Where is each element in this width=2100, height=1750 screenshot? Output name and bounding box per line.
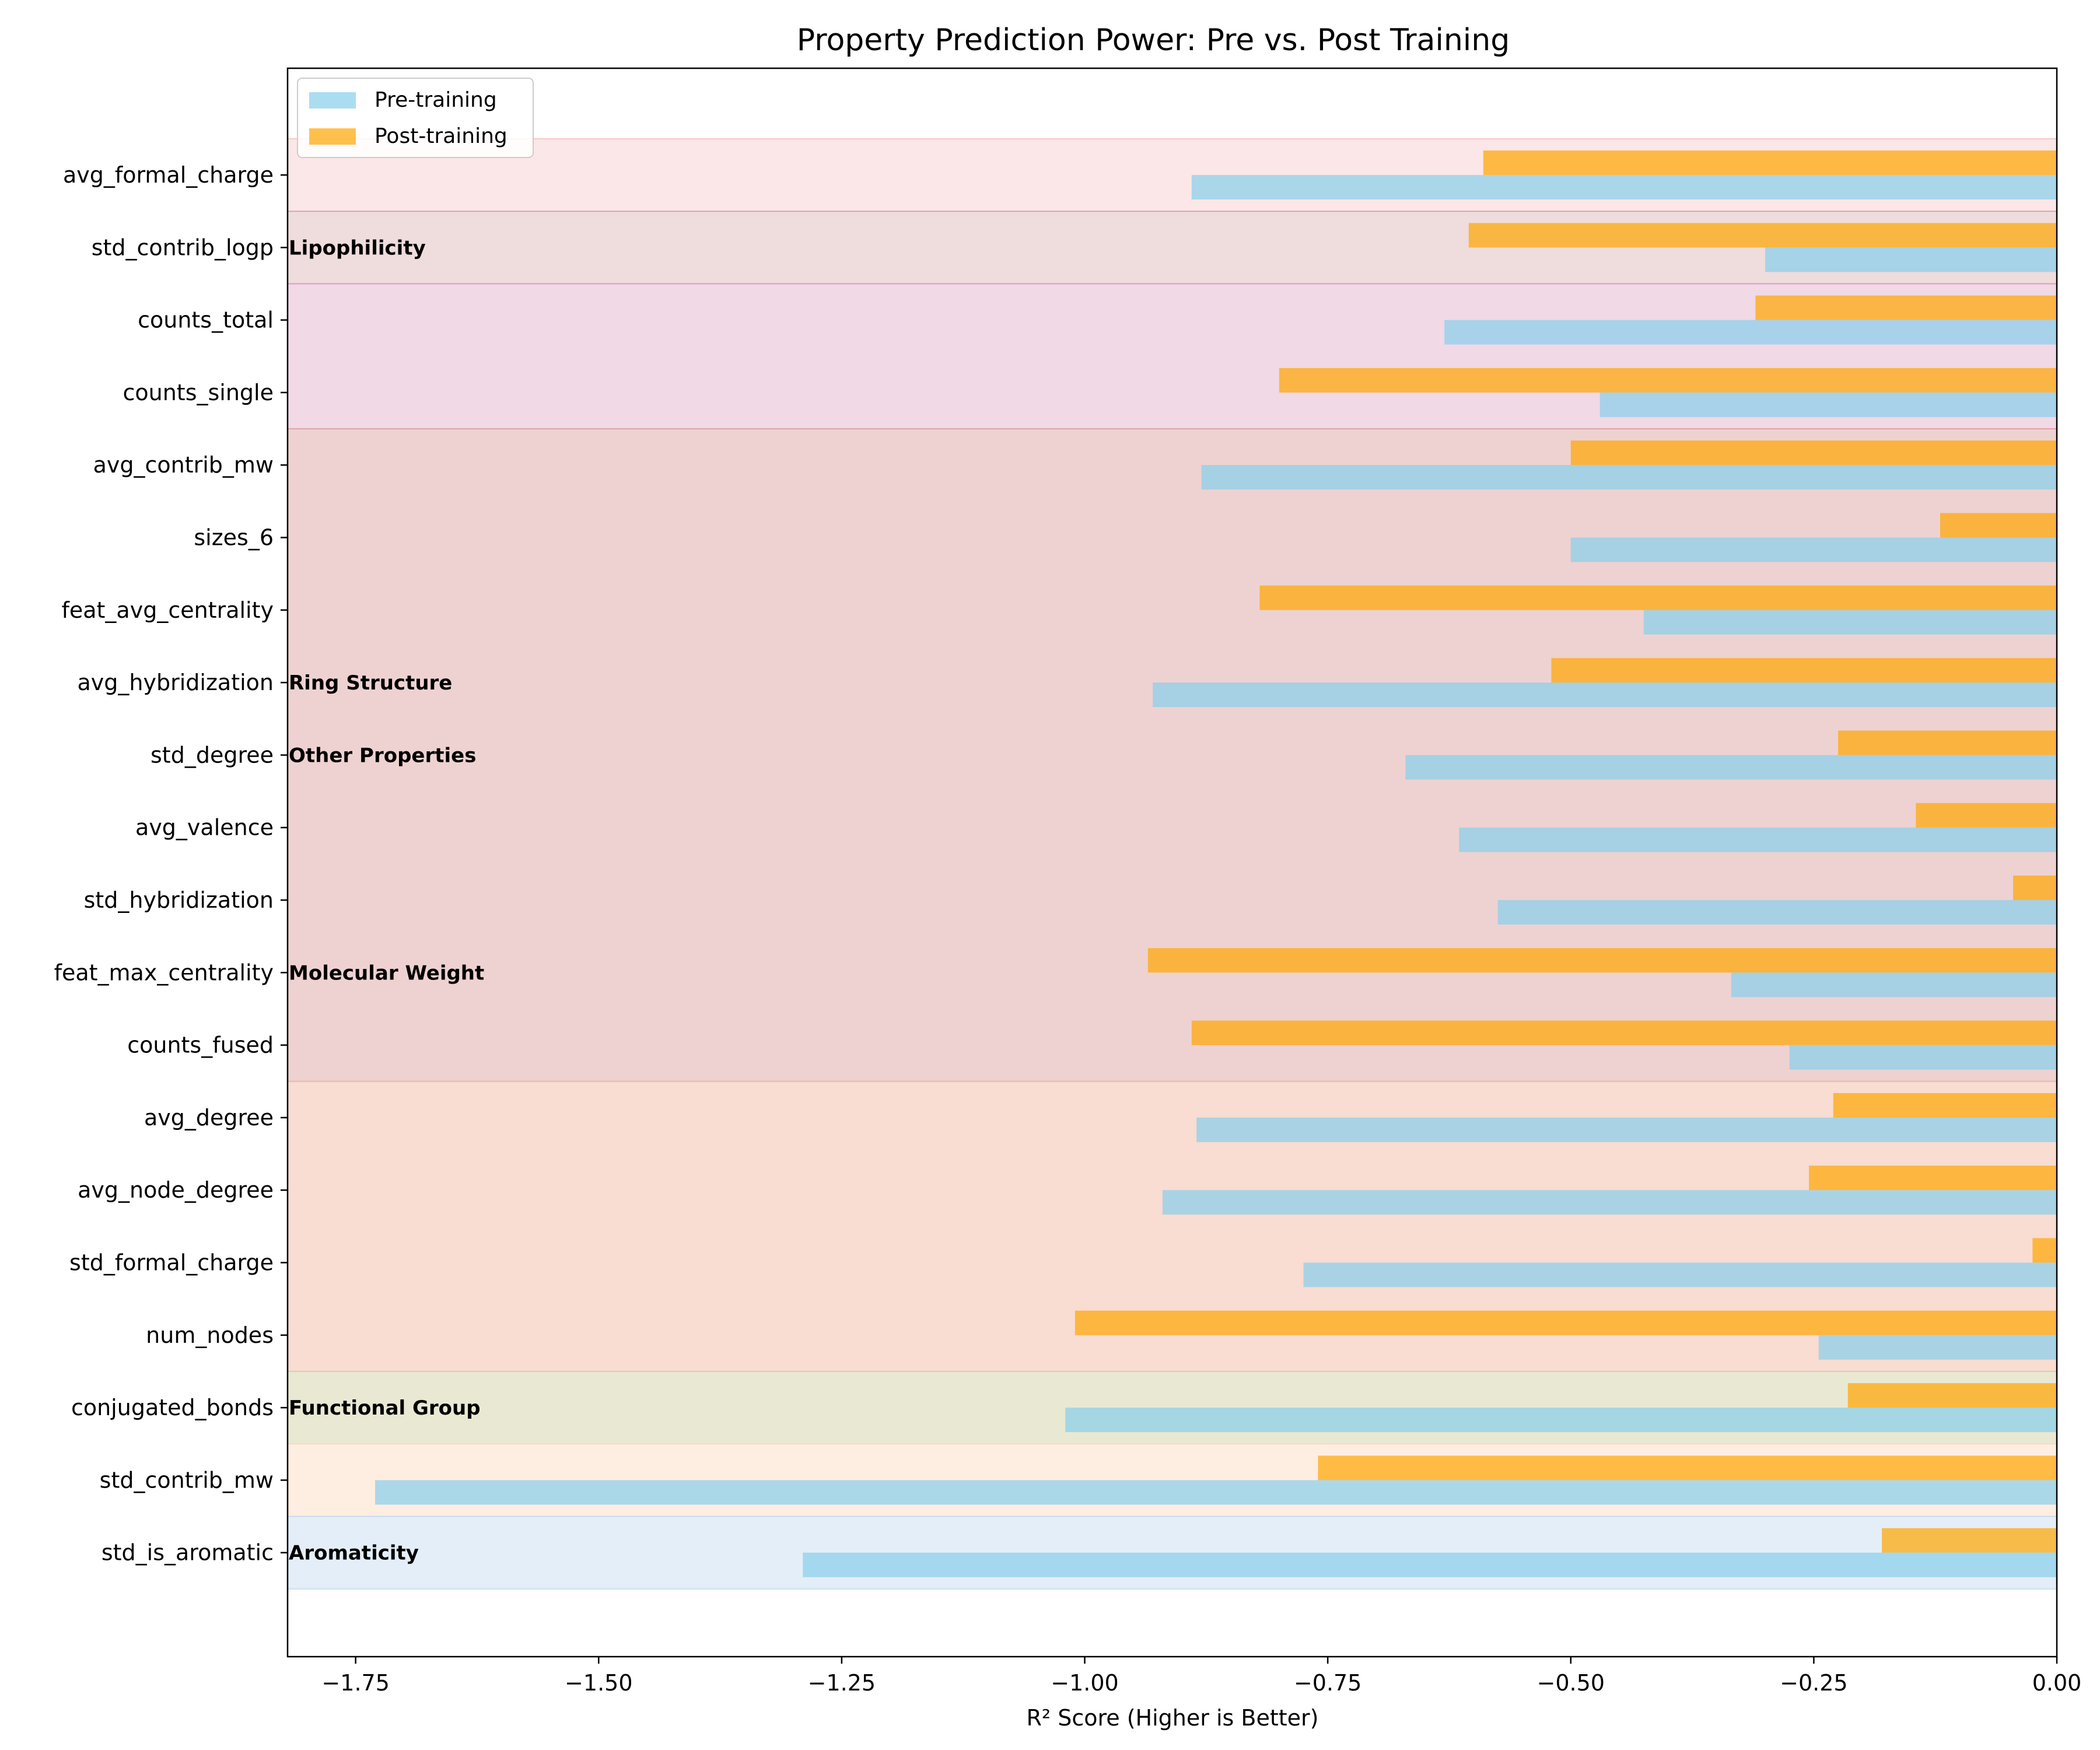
- x-tick-label-7: 0.00: [2032, 1670, 2082, 1696]
- bar-pre-std_contrib_logp: [1765, 247, 2057, 272]
- bar-pre-std_degree: [1405, 755, 2057, 780]
- x-axis-label: R² Score (Higher is Better): [1027, 1705, 1319, 1731]
- group-label-3: Molecular Weight: [289, 961, 484, 985]
- y-tick-label-std_formal_charge: std_formal_charge: [69, 1250, 274, 1276]
- y-tick-label-feat_avg_centrality: feat_avg_centrality: [61, 597, 274, 623]
- legend-swatch-0: [309, 92, 356, 108]
- plot-frame: [286, 67, 2058, 1658]
- bar-post-avg_formal_charge: [1483, 150, 2057, 175]
- bar-post-num_nodes: [1074, 1310, 2057, 1335]
- chart-title: Property Prediction Power: Pre vs. Post …: [797, 23, 1510, 58]
- group-annotations: Lipophilicity Ring Structure Other Propert…: [289, 236, 484, 1564]
- y-tick-label-conjugated_bonds: conjugated_bonds: [71, 1395, 274, 1420]
- legend-swatch-1: [309, 128, 356, 145]
- x-axis: −1.75 −1.50 −1.25 −1.00 −0.75 −0.50 −0.25 0.00: [321, 1657, 2081, 1696]
- legend: Pre-training Post-training: [297, 78, 534, 158]
- bar-post-avg_degree: [1833, 1093, 2057, 1118]
- y-tick-label-std_contrib_logp: std_contrib_logp: [92, 235, 274, 260]
- bar-post-conjugated_bonds: [1847, 1383, 2057, 1408]
- y-tick-label-counts_total: counts_total: [138, 307, 274, 333]
- group-label-1: Ring Structure: [289, 671, 452, 695]
- group-label-4: Functional Group: [289, 1396, 481, 1420]
- bar-pre-avg_degree: [1196, 1117, 2057, 1142]
- y-tick-label-avg_degree: avg_degree: [144, 1105, 274, 1130]
- y-tick-label-avg_valence: avg_valence: [135, 815, 274, 841]
- y-tick-label-num_nodes: num_nodes: [146, 1322, 274, 1348]
- bar-post-sizes_6: [1940, 513, 2057, 538]
- y-tick-label-avg_contrib_mw: avg_contrib_mw: [93, 452, 274, 478]
- bar-post-feat_max_centrality: [1147, 948, 2057, 973]
- x-tick-label-3: −1.00: [1051, 1670, 1118, 1696]
- bar-post-std_contrib_mw: [1318, 1455, 2057, 1480]
- bar-pre-avg_contrib_mw: [1201, 465, 2057, 490]
- y-tick-label-avg_node_degree: avg_node_degree: [78, 1177, 274, 1203]
- bar-post-avg_node_degree: [1809, 1166, 2057, 1191]
- bar-pre-sizes_6: [1570, 537, 2057, 562]
- bar-pre-conjugated_bonds: [1065, 1408, 2057, 1433]
- bar-pre-counts_total: [1444, 320, 2057, 345]
- bar-pre-avg_formal_charge: [1191, 175, 2057, 200]
- group-label-5: Aromaticity: [289, 1542, 419, 1565]
- bar-post-counts_total: [1755, 295, 2057, 320]
- y-tick-label-std_hybridization: std_hybridization: [84, 887, 274, 913]
- bar-pre-std_contrib_mw: [374, 1480, 2057, 1505]
- y-tick-label-std_is_aromatic: std_is_aromatic: [102, 1540, 274, 1566]
- y-tick-label-counts_single: counts_single: [123, 380, 274, 405]
- bar-post-counts_single: [1279, 368, 2057, 393]
- y-tick-label-feat_max_centrality: feat_max_centrality: [54, 960, 274, 985]
- bar-post-std_contrib_logp: [1468, 223, 2057, 248]
- bar-post-avg_contrib_mw: [1570, 440, 2057, 466]
- x-tick-label-0: −1.75: [321, 1670, 389, 1696]
- legend-label-0: Pre-training: [374, 88, 497, 112]
- y-axis: avg_formal_charge std_contrib_logp counts_…: [54, 162, 288, 1566]
- bar-pre-counts_fused: [1789, 1045, 2057, 1070]
- y-tick-label-counts_fused: counts_fused: [127, 1032, 274, 1058]
- x-tick-label-2: −1.25: [808, 1670, 876, 1696]
- bar-series: [374, 150, 2057, 1577]
- bar-post-std_is_aromatic: [1882, 1528, 2057, 1553]
- bar-pre-feat_avg_centrality: [1643, 610, 2057, 635]
- bar-pre-std_hybridization: [1497, 900, 2057, 925]
- y-tick-label-sizes_6: sizes_6: [194, 525, 274, 551]
- bar-pre-feat_max_centrality: [1731, 972, 2057, 998]
- group-label-2: Other Properties: [289, 744, 476, 767]
- y-tick-label-avg_hybridization: avg_hybridization: [78, 670, 274, 695]
- x-tick-label-6: −0.25: [1780, 1670, 1847, 1696]
- bar-post-feat_avg_centrality: [1259, 585, 2057, 610]
- bar-pre-avg_node_degree: [1162, 1190, 2057, 1215]
- y-tick-label-std_degree: std_degree: [150, 742, 274, 768]
- bar-post-std_degree: [1838, 730, 2057, 755]
- bar-post-counts_fused: [1191, 1020, 2057, 1045]
- y-tick-label-avg_formal_charge: avg_formal_charge: [63, 162, 274, 188]
- bar-pre-std_formal_charge: [1303, 1262, 2057, 1287]
- bar-post-avg_hybridization: [1551, 658, 2057, 683]
- bar-pre-num_nodes: [1818, 1335, 2057, 1360]
- group-bands: [287, 138, 2057, 1590]
- bar-pre-std_is_aromatic: [803, 1552, 2057, 1577]
- y-tick-label-std_contrib_mw: std_contrib_mw: [100, 1467, 274, 1493]
- bar-post-std_hybridization: [2013, 876, 2057, 900]
- bar-pre-counts_single: [1600, 392, 2057, 417]
- bar-post-avg_valence: [1916, 803, 2057, 828]
- legend-label-1: Post-training: [374, 124, 508, 148]
- bar-pre-avg_hybridization: [1153, 682, 2057, 708]
- x-tick-label-5: −0.50: [1537, 1670, 1605, 1696]
- legend-box: [297, 78, 534, 158]
- bar-pre-avg_valence: [1459, 827, 2057, 852]
- bar-post-std_formal_charge: [2032, 1238, 2057, 1263]
- group-label-0: Lipophilicity: [289, 236, 426, 260]
- x-tick-label-1: −1.50: [565, 1670, 632, 1696]
- x-tick-label-4: −0.75: [1294, 1670, 1362, 1696]
